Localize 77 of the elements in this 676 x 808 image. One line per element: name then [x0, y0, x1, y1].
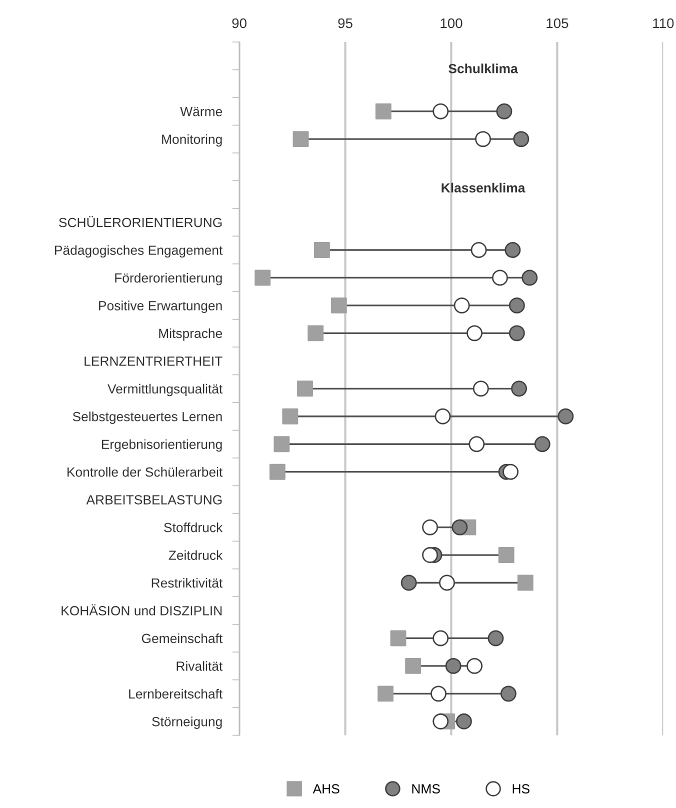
legend-label: AHS [312, 784, 340, 794]
y-tick-label: Rivalität [176, 661, 223, 671]
point [432, 713, 449, 730]
legend-label: HS [512, 784, 530, 794]
legend-label: NMS [412, 784, 440, 794]
point [439, 574, 455, 591]
point [274, 436, 290, 452]
point [475, 131, 491, 148]
y-tick-label: Monitoring [162, 134, 222, 147]
point [502, 464, 519, 480]
point [430, 686, 446, 702]
y-tick-label: Gemeinschaft [142, 633, 223, 644]
point [517, 574, 534, 591]
y-tick-label: ARBEITSBELASTUNG [86, 495, 222, 504]
y-tick-label: Selbstgesteuertes Lernen [72, 412, 222, 424]
point [508, 325, 525, 342]
x-tick-label: 110 [653, 18, 674, 28]
point [488, 630, 504, 646]
point [511, 380, 528, 397]
x-tick-label: 90 [232, 18, 246, 28]
y-tick-label: Wärme [180, 107, 222, 116]
point [254, 270, 271, 286]
y-tick-label: Stoffdruck [164, 522, 223, 532]
point [534, 436, 550, 452]
point [308, 325, 324, 342]
point [492, 270, 508, 286]
y-tick-label: Mitsprache [159, 328, 222, 341]
annotation: Schulklima [448, 64, 518, 74]
y-tick-label: Ergebnisorientierung [102, 439, 222, 452]
point [432, 103, 449, 120]
y-tick-label: Restriktivität [152, 578, 223, 588]
point [330, 297, 347, 314]
x-tick-label: 105 [546, 18, 568, 28]
y-tick-label: Vermittlungsqualität [108, 384, 223, 396]
point [498, 547, 514, 564]
point [400, 574, 417, 591]
y-tick-label: Kontrolle der Schülerarbeit [68, 467, 223, 477]
point [269, 464, 286, 480]
y-tick-label: Lernbereitschaft [129, 688, 223, 699]
point [500, 686, 516, 702]
y-tick-label: SCHÜLERORIENTIERUNG [59, 216, 222, 228]
point [470, 242, 487, 258]
point [466, 658, 483, 674]
y-tick-label: KOHÄSION und DISZIPLIN [62, 604, 222, 616]
point [390, 630, 406, 646]
point [375, 103, 392, 120]
point [496, 103, 512, 120]
point [422, 547, 438, 564]
y-tick-label: LERNZENTRIERTHEIT [84, 356, 222, 366]
y-tick-label: Pädagogisches Engagement [55, 245, 223, 258]
point [522, 270, 538, 286]
point [314, 242, 330, 258]
point [466, 325, 483, 342]
point [297, 380, 313, 397]
point [468, 436, 485, 452]
annotation: Klassenklima [442, 182, 526, 193]
point [454, 297, 470, 314]
point [445, 658, 462, 674]
point [282, 408, 298, 424]
y-tick-label: Positive Erwartungen [99, 300, 222, 313]
point [456, 713, 472, 730]
point [504, 242, 521, 258]
y-tick-label: Förderorientierung [115, 272, 222, 286]
point [452, 519, 468, 536]
x-tick-label: 95 [338, 18, 352, 28]
point [472, 380, 489, 397]
point [432, 630, 449, 646]
y-tick-label: Störneigung [152, 716, 222, 729]
point [434, 408, 451, 424]
point [378, 686, 394, 702]
y-tick-label: Zeitdruck [168, 550, 223, 560]
point [558, 408, 574, 424]
x-tick-label: 100 [440, 18, 462, 28]
point [292, 131, 309, 148]
point [508, 297, 525, 314]
point [405, 658, 422, 674]
point [513, 131, 530, 148]
